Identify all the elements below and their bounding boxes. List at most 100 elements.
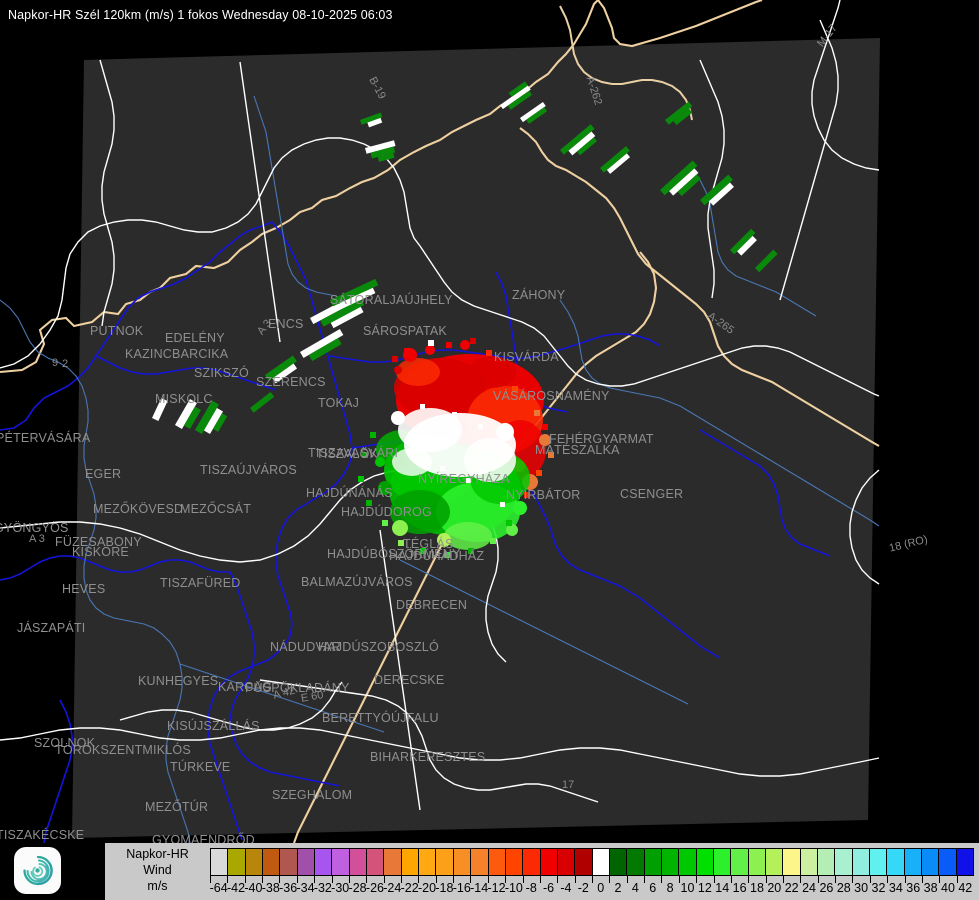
legend-swatch xyxy=(211,849,229,875)
city-label: FÜZESABONY xyxy=(55,535,142,549)
road-label: 9 xyxy=(52,357,59,369)
city-label: KAZINCBARCIKA xyxy=(125,347,229,361)
city-label: TÚRKEVE xyxy=(170,760,231,774)
legend-tick xyxy=(644,876,646,883)
legend-swatch xyxy=(228,849,246,875)
city-label: BIHARKERESZTES xyxy=(370,750,486,764)
page-title: Napkor-HR Szél 120km (m/s) 1 fokos Wedne… xyxy=(8,8,393,22)
legend-tick-value: 26 xyxy=(819,881,834,895)
legend-tick-value: -16 xyxy=(452,881,471,895)
legend-swatch xyxy=(661,849,680,875)
legend-tick xyxy=(487,876,489,883)
legend-tick xyxy=(904,876,906,883)
legend-tick xyxy=(713,876,715,883)
legend-tick-value: 22 xyxy=(784,881,799,895)
city-label: SZIKSZÓ xyxy=(194,366,249,380)
legend-swatch xyxy=(748,849,766,875)
road-label: 2 xyxy=(62,358,69,370)
legend-swatch xyxy=(644,849,662,875)
legend-swatch xyxy=(349,849,368,875)
radar-map[interactable]: PUTNOK EDELÉNY KAZINCBARCIKA SZIKSZÓ ENCS MIS… xyxy=(0,0,979,843)
legend-radar-name: Napkor-HR xyxy=(126,847,189,861)
legend-swatch xyxy=(315,849,333,875)
echo-white-zeroline xyxy=(391,408,516,482)
legend-swatch xyxy=(523,849,541,875)
legend-swatch xyxy=(505,849,524,875)
legend-tick xyxy=(401,876,402,883)
city-label: KISÚJSZÁLLÁS xyxy=(167,719,260,733)
city-label: MEZŐCSÁT xyxy=(180,502,252,516)
legend-tick xyxy=(470,876,472,883)
legend-swatch xyxy=(922,849,940,875)
legend-swatch xyxy=(297,849,316,875)
city-label: GYOMAENDRŐD xyxy=(152,833,255,843)
legend-tick-value: 16 xyxy=(732,881,747,895)
city-label: TISZAKÉCSKE xyxy=(0,828,85,842)
city-label: DEBRECEN xyxy=(396,598,468,612)
city-label: BALMAZÚJVÁROS xyxy=(301,575,413,589)
legend-swatch xyxy=(731,849,749,875)
city-label: TÉGLÁS xyxy=(403,537,454,551)
city-label: SÁROSPATAK xyxy=(363,324,447,338)
legend-tick xyxy=(262,876,264,883)
legend-color-swatches xyxy=(210,848,974,876)
legend-tick xyxy=(869,876,871,883)
legend-tick xyxy=(730,876,732,883)
city-label: SZERENCS xyxy=(256,375,326,389)
roads xyxy=(0,0,880,811)
legend-swatch xyxy=(245,849,264,875)
legend-tick-value: 18 xyxy=(750,881,764,895)
legend-tick xyxy=(314,876,316,883)
city-label: SÁTORALJAÚJHELY xyxy=(330,293,453,307)
city-label: MEZŐTÚR xyxy=(145,800,209,814)
legend-tick-value: 0 xyxy=(597,881,605,895)
legend-tick-value: 10 xyxy=(680,881,695,895)
legend-tick xyxy=(244,876,246,883)
legend-tick xyxy=(678,876,680,883)
city-label: TISZAVASVÁRI xyxy=(308,446,399,460)
legend-swatch xyxy=(870,849,888,875)
legend-tick xyxy=(366,876,368,883)
legend-tick xyxy=(765,876,767,883)
radar-velocity-echo xyxy=(152,81,778,558)
city-label: HAJDÚSZOBOSZLÓ xyxy=(318,640,439,654)
legend-tick-value: 32 xyxy=(871,881,886,895)
legend-tick xyxy=(505,876,507,883)
city-label: KUNHEGYES xyxy=(138,674,219,688)
legend-swatch xyxy=(471,849,489,875)
echo-pixel-texture xyxy=(358,338,554,558)
city-label: PUTNOK xyxy=(90,324,144,338)
legend-tick xyxy=(279,876,281,883)
city-label: HAJDÚNÁNÁS xyxy=(306,486,393,500)
cyclone-icon xyxy=(23,855,53,886)
legend-swatch xyxy=(453,849,472,875)
legend-units: m/s xyxy=(147,879,168,893)
legend-tick-value: -8 xyxy=(525,881,537,895)
legend-swatch xyxy=(904,849,923,875)
legend-product: Wind xyxy=(143,863,172,877)
city-label: GYÖNGYÖS xyxy=(0,521,69,535)
legend-tick-value: 28 xyxy=(836,881,851,895)
legend-caption: Napkor-HR Wind m/s xyxy=(105,843,210,900)
legend-tick xyxy=(800,876,802,883)
city-label: TISZALÖK xyxy=(316,447,379,461)
legend-tick-value: 40 xyxy=(941,881,955,895)
legend-swatch xyxy=(939,849,957,875)
legend-swatch xyxy=(609,849,628,875)
legend-tick xyxy=(348,876,350,883)
legend-tick xyxy=(418,876,420,883)
legend-swatch xyxy=(280,849,298,875)
legend-swatch xyxy=(835,849,853,875)
city-label: KARCAG xyxy=(218,680,272,694)
legend-tick xyxy=(435,876,437,883)
legend-tick xyxy=(592,876,593,883)
legend-tick xyxy=(748,876,750,883)
road-label: 17 xyxy=(562,779,575,791)
legend-swatch xyxy=(766,849,784,875)
app-logo[interactable] xyxy=(14,847,61,894)
city-label: TISZAÚJVÁROS xyxy=(200,463,297,477)
legend-tick-value: 30 xyxy=(854,881,869,895)
legend-swatch xyxy=(887,849,905,875)
legend-tick xyxy=(383,876,385,883)
